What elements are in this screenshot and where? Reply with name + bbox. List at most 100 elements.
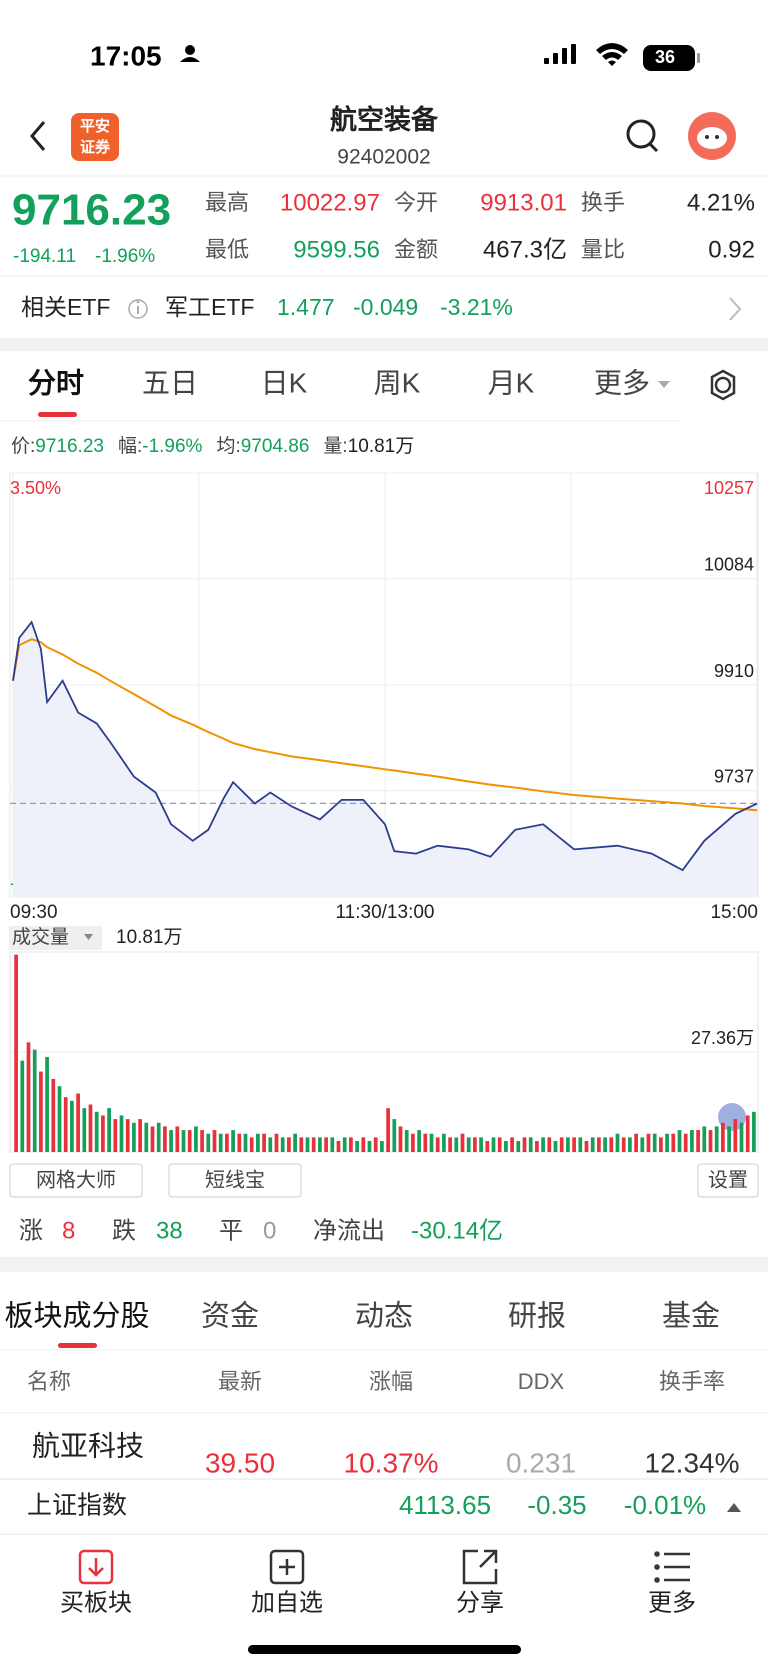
settings-button[interactable] xyxy=(710,369,736,401)
volume-bar xyxy=(435,1137,440,1152)
table-cell: 0.231 xyxy=(506,1447,576,1478)
section-tab[interactable]: 板块成分股 xyxy=(4,1300,149,1333)
volume-bar xyxy=(20,1060,25,1152)
x-tick-label: 09:30 xyxy=(10,902,58,923)
section-tab[interactable]: 资金 xyxy=(201,1300,259,1333)
stat-value: 4.21% xyxy=(687,189,755,216)
volume-bar xyxy=(404,1130,409,1152)
column-header: 涨幅 xyxy=(369,1369,413,1394)
table-cell: 39.50 xyxy=(205,1447,275,1478)
nav-icon-share[interactable] xyxy=(462,1549,498,1585)
info-label: 幅: xyxy=(118,435,142,457)
section-tab[interactable]: 研报 xyxy=(508,1300,566,1333)
volume-bar xyxy=(262,1133,266,1152)
volume-bar xyxy=(578,1137,583,1152)
volume-bar xyxy=(367,1141,372,1152)
nav-icon-add[interactable] xyxy=(269,1549,305,1585)
price-change: -194.11 xyxy=(13,246,76,267)
nav-label[interactable]: 买板块 xyxy=(60,1589,132,1616)
volume-bar xyxy=(231,1130,235,1152)
zoom-button[interactable] xyxy=(718,1103,746,1131)
volume-bar xyxy=(206,1133,211,1152)
volume-bar xyxy=(423,1133,428,1152)
stock-name[interactable]: 航亚科技 xyxy=(32,1430,144,1461)
info-value: 9704.86 xyxy=(241,436,310,457)
volume-bar xyxy=(243,1133,248,1152)
volume-bar xyxy=(299,1137,304,1152)
tool-button[interactable] xyxy=(9,1163,143,1198)
volume-bar xyxy=(510,1137,514,1152)
nav-icon-buy[interactable] xyxy=(78,1549,114,1585)
tab-indicator xyxy=(38,412,77,417)
index-price: 4113.65 xyxy=(399,1490,491,1520)
stat-label: 今开 xyxy=(394,190,438,215)
etf-change-pct: -3.21% xyxy=(440,294,513,320)
volume-bar xyxy=(547,1137,552,1152)
chart-tab[interactable]: 周K xyxy=(374,367,421,398)
volume-bar xyxy=(200,1130,204,1152)
stat-label: 最低 xyxy=(205,237,249,262)
etf-chevron[interactable] xyxy=(729,297,742,321)
logo xyxy=(71,113,119,161)
volume-bar xyxy=(640,1137,645,1152)
etf-name[interactable]: 军工ETF xyxy=(165,294,254,320)
home-indicator xyxy=(248,1645,521,1654)
volume-bar xyxy=(101,1115,105,1152)
volume-bar xyxy=(522,1137,527,1152)
breadth-value: -30.14亿 xyxy=(411,1217,503,1244)
volume-bar xyxy=(311,1137,316,1152)
volume-bar xyxy=(144,1122,149,1152)
back-button[interactable] xyxy=(30,121,46,151)
info-value: 10.81万 xyxy=(348,436,415,457)
y-tick-label: 10257 xyxy=(704,478,754,498)
volume-bar xyxy=(88,1104,93,1152)
volume-bar xyxy=(559,1137,564,1152)
column-header: 名称 xyxy=(27,1369,71,1394)
volume-bar xyxy=(14,954,18,1152)
tool-button-label[interactable]: 设置 xyxy=(708,1168,748,1191)
index-caret[interactable] xyxy=(727,1503,741,1512)
tool-button[interactable] xyxy=(697,1163,759,1198)
tool-button-label[interactable]: 网格大师 xyxy=(36,1168,116,1191)
volume-bar xyxy=(237,1133,242,1152)
breadth-label: 净流出 xyxy=(313,1217,385,1244)
tool-button[interactable] xyxy=(168,1163,302,1198)
chart-tab[interactable]: 五日 xyxy=(142,367,198,398)
chart-tab[interactable]: 月K xyxy=(488,367,535,398)
avatar[interactable] xyxy=(688,112,736,160)
volume-caret xyxy=(84,934,93,940)
tool-button-label[interactable]: 短线宝 xyxy=(205,1168,265,1191)
volume-bar xyxy=(479,1137,483,1152)
volume-bar xyxy=(39,1071,43,1152)
volume-bar xyxy=(336,1141,341,1152)
volume-label[interactable]: 成交量 xyxy=(12,926,69,948)
volume-bar xyxy=(138,1119,142,1152)
stat-value: 0.92 xyxy=(708,236,755,263)
x-tick-label: 11:30/13:00 xyxy=(336,902,435,923)
chart-tab[interactable]: 分时 xyxy=(28,367,84,398)
volume-bar xyxy=(380,1141,384,1152)
stat-label: 换手 xyxy=(581,190,625,215)
section-tab[interactable]: 基金 xyxy=(662,1300,720,1333)
nav-label[interactable]: 加自选 xyxy=(251,1589,323,1616)
chart-tab[interactable]: 日K xyxy=(261,367,308,398)
nav-icon-more[interactable] xyxy=(654,1551,691,1583)
volume-bar xyxy=(528,1137,533,1152)
volume-bar xyxy=(752,1111,756,1152)
volume-bar xyxy=(293,1133,297,1152)
nav-label[interactable]: 更多 xyxy=(648,1589,696,1616)
index-name[interactable]: 上证指数 xyxy=(27,1492,127,1520)
volume-bar xyxy=(324,1137,328,1152)
breadth-label: 平 xyxy=(219,1217,243,1244)
volume-bar xyxy=(119,1115,124,1152)
price-line xyxy=(12,620,758,872)
volume-bar xyxy=(82,1108,87,1152)
volume-bar xyxy=(417,1130,421,1152)
section-tab[interactable]: 动态 xyxy=(355,1300,413,1333)
volume-bar xyxy=(429,1133,434,1152)
search-button[interactable] xyxy=(626,119,659,153)
info-label: 价: xyxy=(11,436,35,457)
chart-tab[interactable]: 更多 xyxy=(594,367,650,398)
nav-label[interactable]: 分享 xyxy=(456,1589,504,1616)
